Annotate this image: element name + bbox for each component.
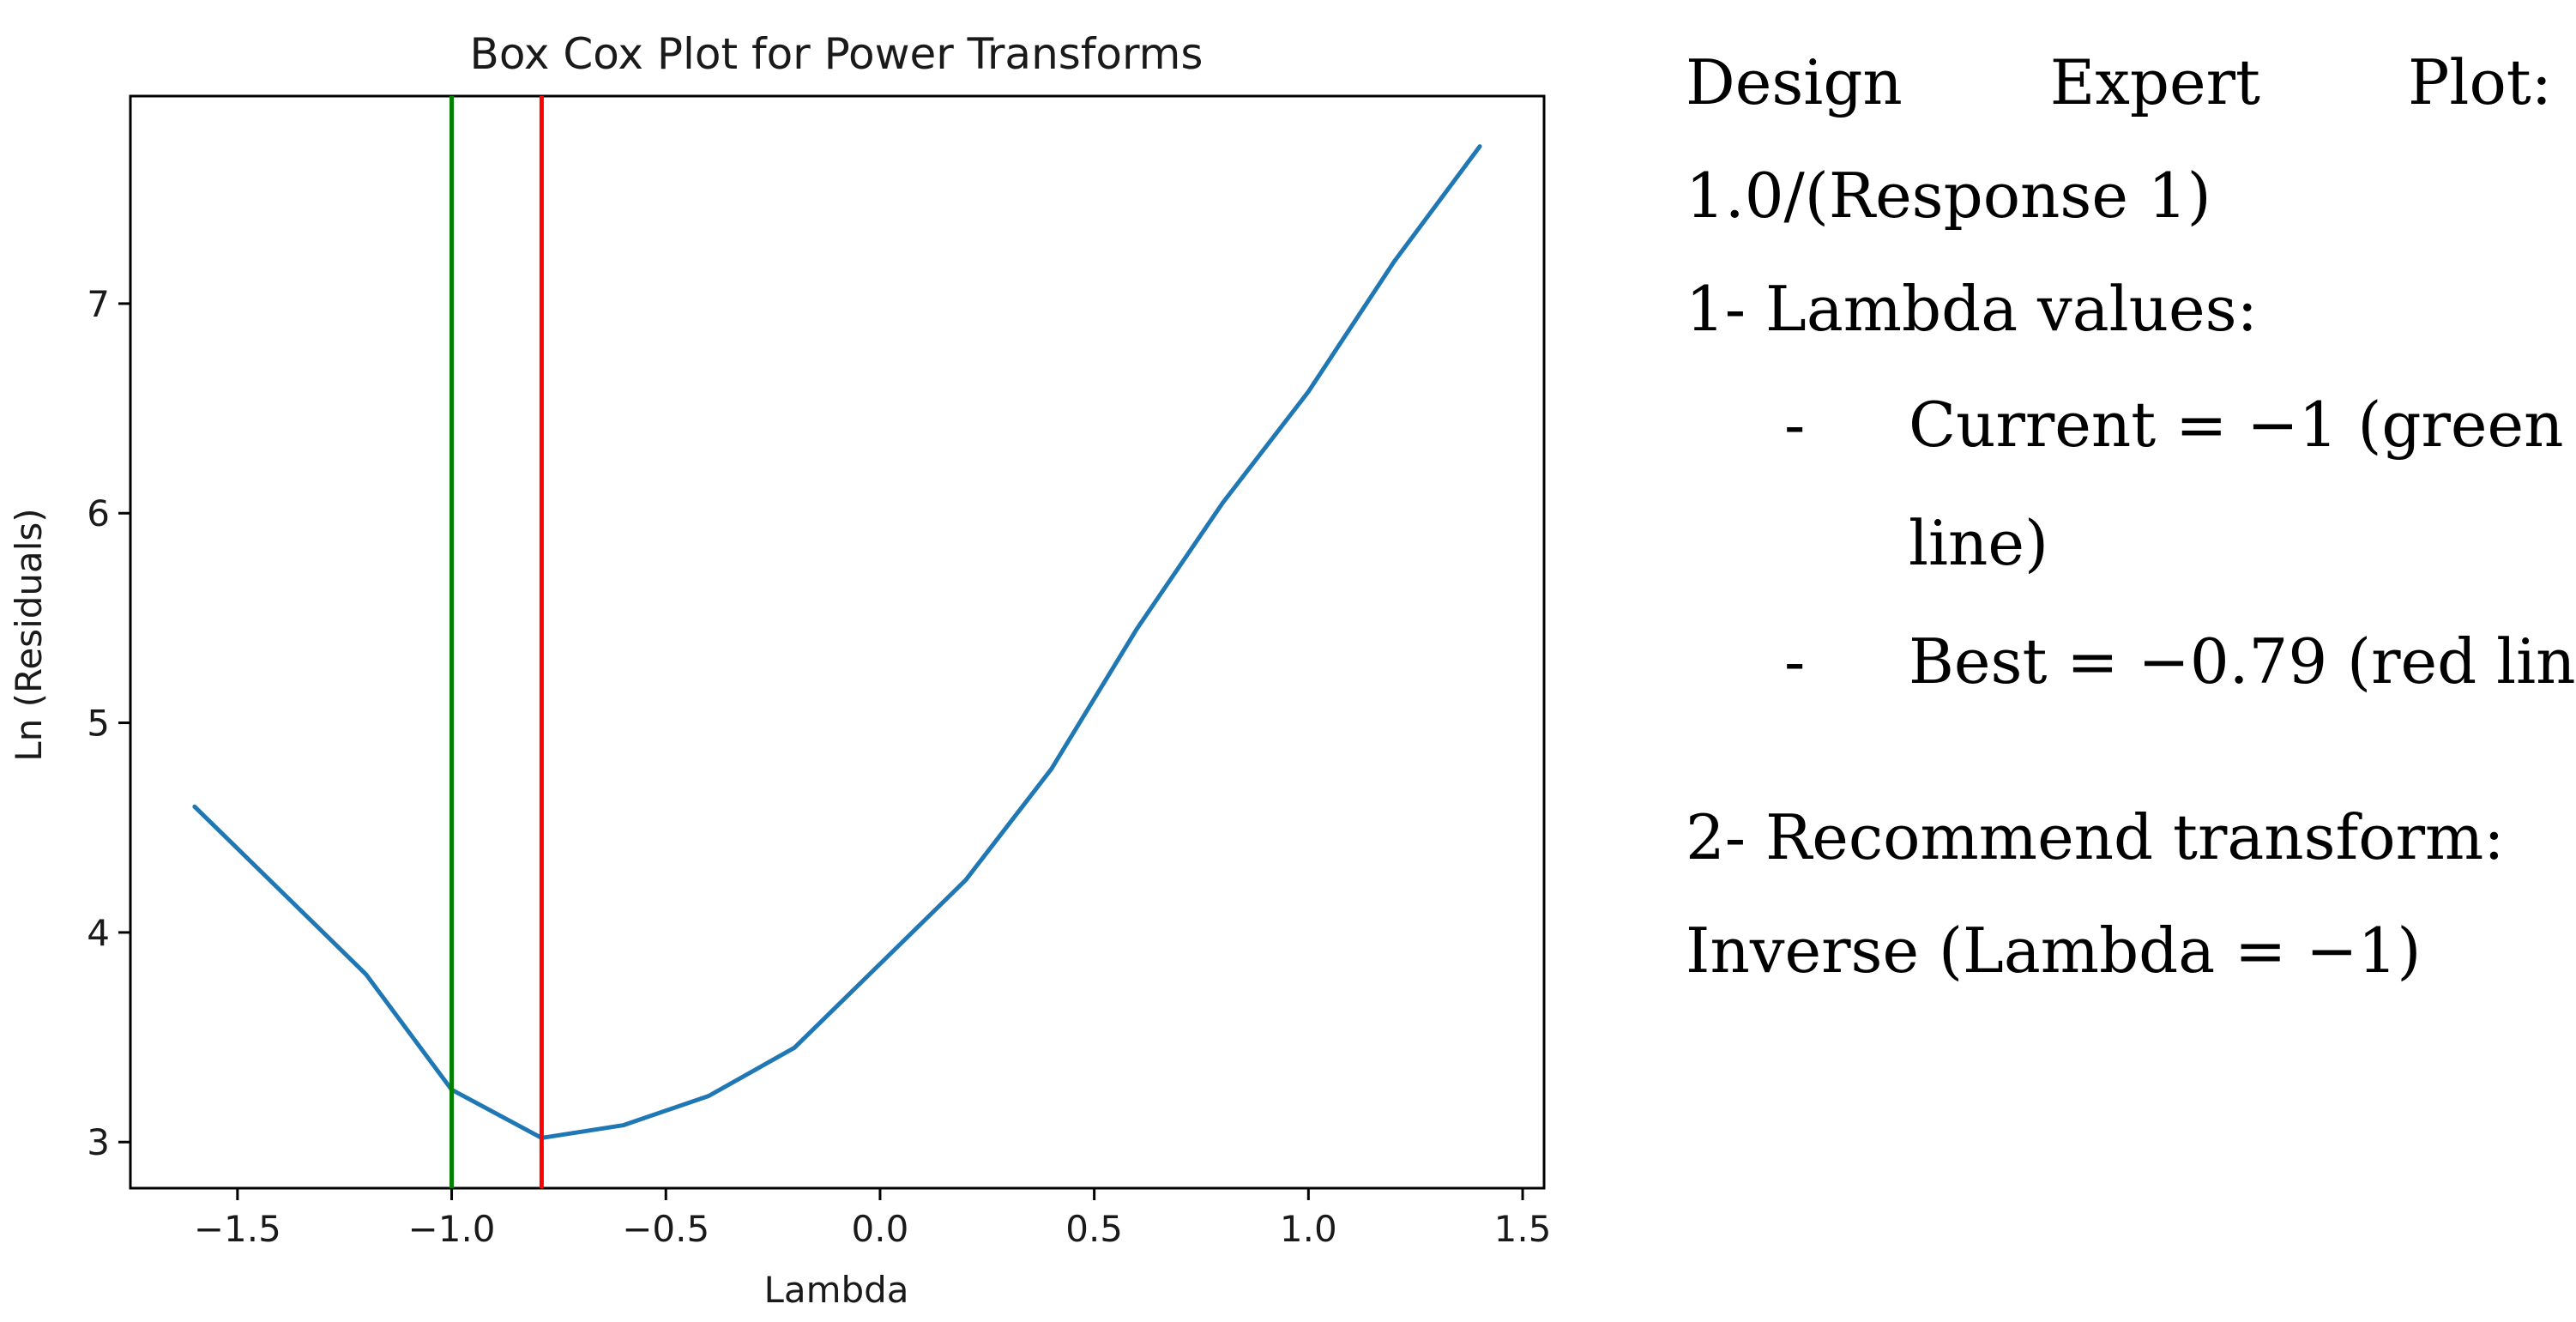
plot-area (129, 94, 1546, 1190)
notes-current-continuation: line) (1686, 484, 2552, 602)
plot-frame (129, 94, 1546, 1190)
y-tick-label: 7 (87, 283, 110, 325)
x-tick-label: −1.0 (408, 1208, 496, 1250)
y-tick-label: 4 (87, 912, 110, 954)
notes-best-text: Best = −0.79 (red line) (1909, 625, 2576, 697)
notes-recommend-value: Inverse (Lambda = −1) (1686, 915, 2422, 987)
side-notes: Design Expert Plot: 1.0/(Response 1) 1- … (1686, 26, 2576, 1007)
bullet-dash: - (1784, 625, 1806, 697)
series-line-0 (192, 144, 1482, 1140)
y-tick-label: 3 (87, 1121, 110, 1163)
notes-best-bullet: - Best = −0.79 (red line) (1686, 602, 2576, 721)
x-axis-label: Lambda (763, 1269, 908, 1311)
y-tick-label: 6 (87, 492, 110, 534)
notes-word-plot: Plot: (2407, 46, 2552, 118)
x-tick-label: 1.0 (1280, 1208, 1337, 1250)
chart-title: Box Cox Plot for Power Transforms (470, 29, 1204, 79)
y-axis-ticks: 3 4 5 6 7 (87, 283, 130, 1163)
x-tick-label: −0.5 (622, 1208, 709, 1250)
notes-word-design: Design (1686, 46, 1903, 118)
notes-current-text: Current = −1 (green (1909, 389, 2564, 461)
x-axis-ticks: −1.5 −1.0 −0.5 0.0 0.5 1.0 1.5 (194, 1188, 1552, 1250)
y-axis-label: Ln (Residuals) (8, 508, 50, 761)
notes-lambda-heading: 1- Lambda values: (1686, 273, 2258, 345)
bullet-dash: - (1784, 389, 1806, 461)
y-tick-label: 5 (87, 703, 110, 745)
notes-recommend-heading: 2- Recommend transform: (1686, 801, 2505, 873)
x-tick-label: 1.5 (1494, 1208, 1552, 1250)
box-cox-chart: −1.5 −1.0 −0.5 0.0 0.5 1.0 1.5 3 4 5 6 7 Box Cox P… (8, 29, 1552, 1311)
x-tick-label: −1.5 (194, 1208, 281, 1250)
notes-current-text-cont: line) (1909, 507, 2049, 579)
notes-current-bullet: - Current = −1 (green (1686, 365, 2564, 484)
x-tick-label: 0.5 (1065, 1208, 1123, 1250)
notes-heading-line: Design Expert Plot: (1686, 26, 2552, 139)
x-tick-label: 0.0 (852, 1208, 909, 1250)
notes-word-expert: Expert (2049, 46, 2260, 118)
notes-response-line: 1.0/(Response 1) (1686, 160, 2211, 232)
